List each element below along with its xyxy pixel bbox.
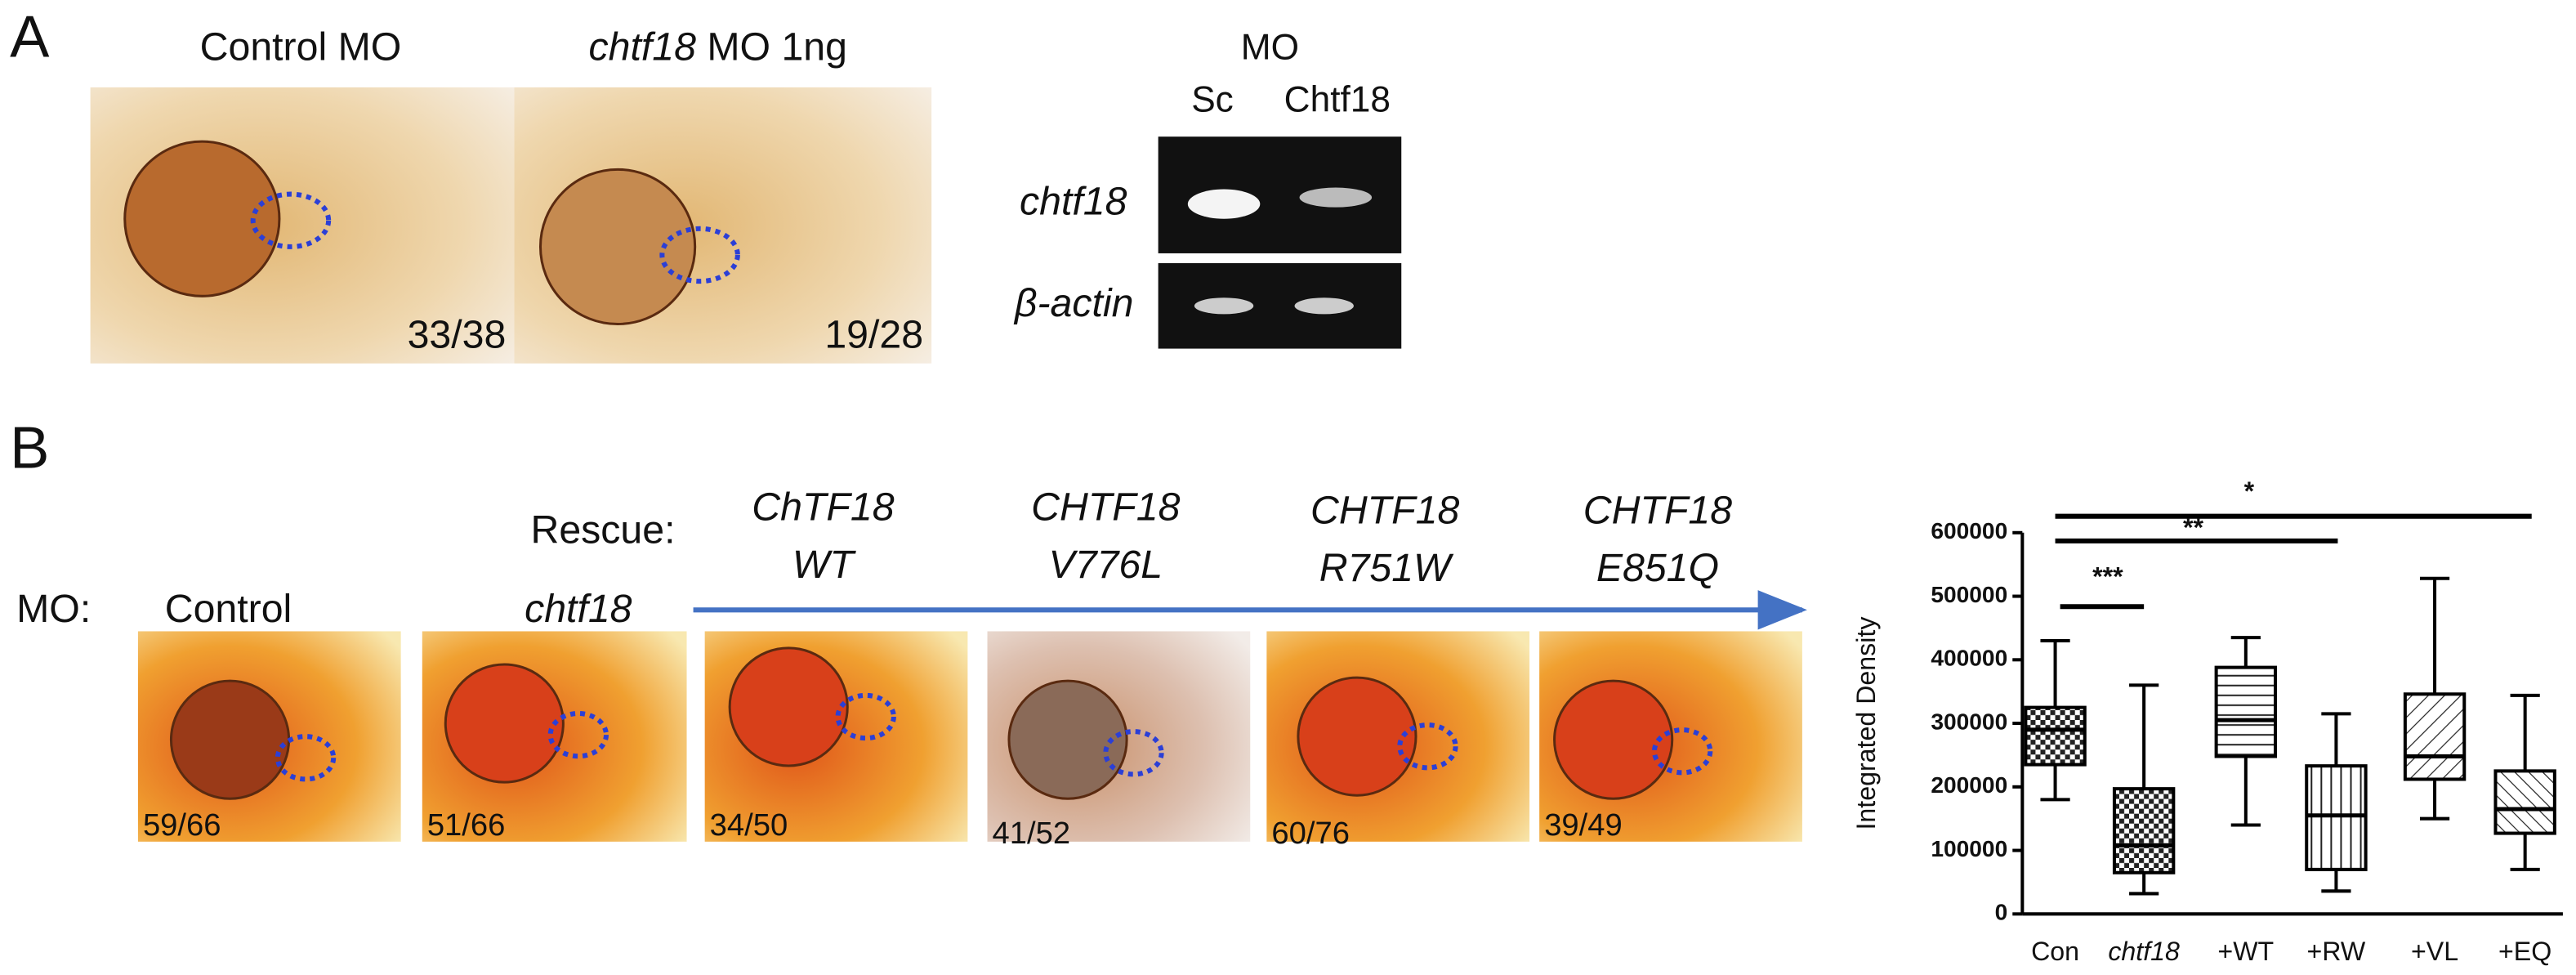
eye: [728, 646, 849, 767]
count: 39/49: [1544, 807, 1623, 843]
panel-label: A: [10, 4, 50, 70]
x-tick-label: +WT: [2217, 937, 2274, 966]
significance-label: ***: [2092, 562, 2123, 592]
gel-title: MO: [1241, 27, 1299, 67]
gel-row-label: β-actin: [1013, 281, 1134, 325]
gel-row-label: chtf18: [1020, 179, 1127, 223]
y-tick-label: 100000: [1931, 836, 2007, 861]
eye: [538, 168, 697, 326]
dotted-circle: [659, 226, 740, 284]
title-italic: chtf18: [588, 25, 696, 69]
box: [2493, 769, 2556, 835]
x-tick-label: +RW: [2307, 937, 2366, 966]
eye: [169, 679, 291, 800]
eye: [444, 663, 565, 784]
x-tick-label: Con: [2031, 937, 2079, 966]
group-title: R751W: [1319, 546, 1454, 590]
group-title: E851Q: [1596, 546, 1719, 590]
box-plot: 0 100000 200000 300000 400000 500000 600000 Int…: [1851, 476, 2563, 966]
title-rest: MO 1ng: [707, 25, 847, 69]
image-title: Control MO: [200, 25, 402, 69]
count: 60/76: [1271, 816, 1350, 851]
box: [2305, 764, 2368, 871]
y-tick-label: 200000: [1931, 772, 2007, 798]
y-tick-label: 400000: [1931, 646, 2007, 671]
count: 33/38: [408, 312, 507, 356]
count: 59/66: [143, 807, 221, 843]
dotted-circle: [547, 710, 609, 759]
gel: [1158, 136, 1402, 349]
box: [2214, 665, 2278, 758]
y-axis-label: Integrated Density: [1851, 616, 1881, 830]
y-tick-label: 600000: [1931, 518, 2007, 543]
group-title: CHTF18: [1310, 488, 1459, 532]
group-title: chtf18: [525, 587, 632, 631]
dotted-circle: [250, 191, 332, 249]
dotted-circle: [1103, 729, 1164, 777]
dotted-circle: [275, 734, 337, 782]
eye: [1553, 679, 1674, 800]
rescue-label: Rescue:: [530, 508, 675, 552]
x-tick-label: chtf18: [2108, 937, 2180, 966]
dotted-circle: [1397, 722, 1458, 771]
box: [2403, 692, 2467, 781]
mo-label: MO:: [16, 587, 91, 631]
group-title: V776L: [1049, 543, 1163, 587]
significance-label: *: [2244, 476, 2255, 506]
lane-label: Sc: [1191, 80, 1234, 120]
image-title: chtf18 MO 1ng: [588, 25, 846, 69]
y-tick-label: 500000: [1931, 582, 2007, 607]
x-tick-label: +EQ: [2498, 937, 2551, 966]
count: 19/28: [824, 312, 923, 356]
group-title: WT: [792, 543, 857, 587]
count: 51/66: [427, 807, 506, 843]
group-title: CHTF18: [1031, 485, 1180, 529]
dotted-circle: [1651, 727, 1713, 776]
x-tick-label: +VL: [2411, 937, 2458, 966]
lane-label: Chtf18: [1284, 80, 1391, 120]
y-tick-label: 0: [1995, 900, 2008, 925]
count: 41/52: [993, 816, 1071, 851]
eye: [1297, 676, 1417, 797]
box: [2024, 705, 2087, 767]
y-tick-label: 300000: [1931, 709, 2007, 734]
eye: [123, 140, 281, 297]
group-title: CHTF18: [1583, 488, 1732, 532]
photos: [90, 87, 1802, 842]
dotted-circle: [835, 692, 896, 741]
group-title: ChTF18: [752, 485, 894, 529]
significance-label: **: [2183, 512, 2204, 542]
group-title: Control: [165, 587, 292, 631]
panel-label: B: [10, 414, 49, 481]
box: [2112, 787, 2176, 874]
eye: [1007, 679, 1128, 800]
count: 34/50: [710, 807, 788, 843]
